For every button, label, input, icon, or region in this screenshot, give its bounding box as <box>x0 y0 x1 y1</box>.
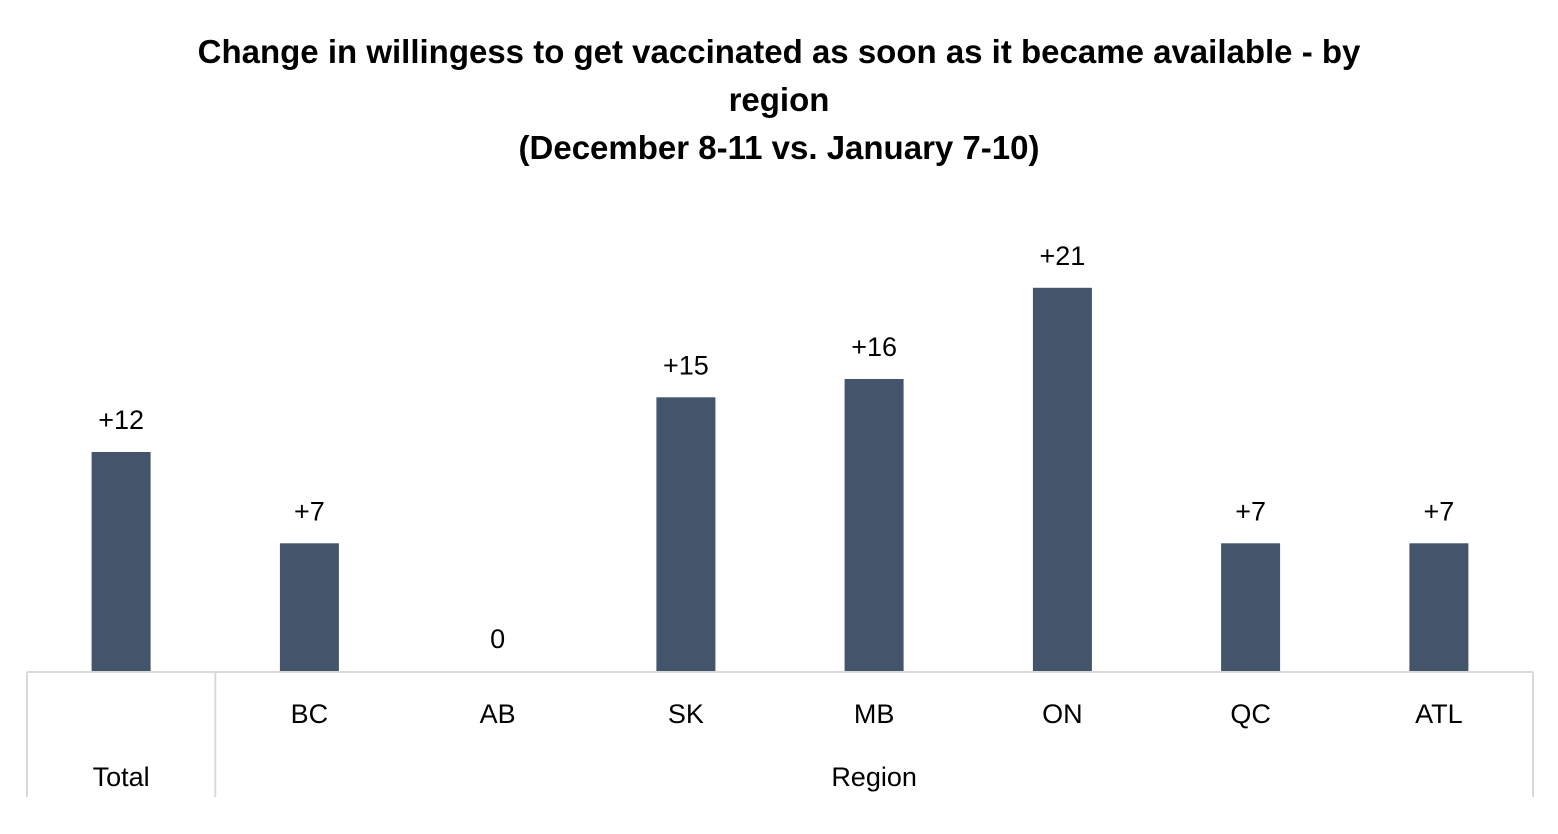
bar-mb <box>844 379 904 671</box>
data-label-sk: +15 <box>663 350 709 380</box>
bar-bc <box>279 543 339 672</box>
labels-layer: +12 +7 BC 0 AB +15 SK +16 MB +21 ON +7 QC +7 ATL Total R… <box>93 241 1463 792</box>
data-label-bc: +7 <box>294 496 325 526</box>
data-label-total: +12 <box>98 405 144 435</box>
bar-qc <box>1221 543 1281 672</box>
data-label-mb: +16 <box>851 332 897 362</box>
bar-on <box>1032 287 1092 672</box>
bar-total <box>91 452 151 671</box>
bars-layer <box>91 287 1469 672</box>
group-label-total: Total <box>93 762 150 792</box>
category-axis <box>26 671 1534 797</box>
tick-label-bc: BC <box>291 699 329 729</box>
tick-label-atl: ATL <box>1415 699 1463 729</box>
tick-label-qc: QC <box>1230 699 1271 729</box>
chart-title-line-1: Change in willingess to get vaccinated a… <box>197 33 1361 70</box>
chart-title-line-2: region <box>728 81 830 118</box>
chart-title: Change in willingess to get vaccinated a… <box>0 28 1558 172</box>
group-label-region: Region <box>831 762 917 792</box>
chart-title-line-3: (December 8-11 vs. January 7-10) <box>518 129 1040 166</box>
data-label-on: +21 <box>1039 241 1085 271</box>
tick-label-mb: MB <box>854 699 895 729</box>
tick-label-sk: SK <box>668 699 704 729</box>
data-label-atl: +7 <box>1424 496 1455 526</box>
bar-sk <box>656 397 716 672</box>
data-label-qc: +7 <box>1235 496 1266 526</box>
tick-label-ab: AB <box>480 699 516 729</box>
data-label-ab: 0 <box>490 624 505 654</box>
bar-atl <box>1409 543 1469 672</box>
tick-label-on: ON <box>1042 699 1083 729</box>
